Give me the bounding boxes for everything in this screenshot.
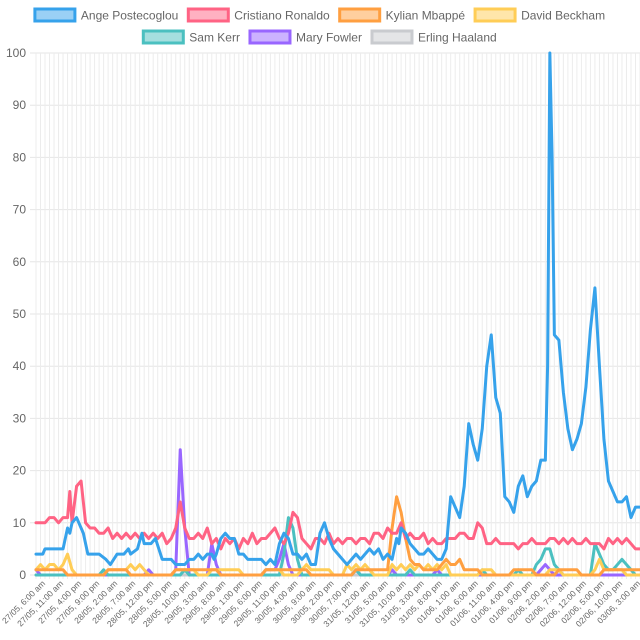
chart-series [34, 51, 640, 577]
legend-swatch [186, 7, 230, 23]
y-tick-label: 100 [6, 46, 26, 60]
legend-item[interactable]: Erling Haaland [370, 29, 497, 45]
legend-item[interactable]: Sam Kerr [141, 29, 240, 45]
series-line-ange-postecoglou [34, 51, 640, 567]
y-tick-label: 40 [13, 359, 27, 373]
y-tick-label: 0 [19, 568, 26, 582]
legend-item[interactable]: Ange Postecoglou [33, 7, 178, 23]
y-axis: 0 10 20 30 40 50 60 70 80 90 100 [6, 46, 26, 582]
chart-grid [30, 52, 640, 579]
legend-label: Cristiano Ronaldo [234, 9, 330, 23]
legend-swatch [248, 29, 292, 45]
legend-item[interactable]: Kylian Mbappé [338, 7, 466, 23]
legend-swatch [370, 29, 414, 45]
legend-item[interactable]: Cristiano Ronaldo [186, 7, 330, 23]
legend-swatch [338, 7, 382, 23]
legend-label: Ange Postecoglou [81, 9, 178, 23]
y-tick-label: 50 [13, 307, 27, 321]
y-tick-label: 70 [13, 203, 27, 217]
legend-swatch [141, 29, 185, 45]
series-line-kylian-mbapp- [34, 495, 640, 577]
y-tick-label: 90 [13, 98, 27, 112]
legend-label: Kylian Mbappé [386, 9, 466, 23]
y-tick-label: 10 [13, 516, 27, 530]
legend-swatch [33, 7, 77, 23]
legend-label: David Beckham [521, 9, 605, 23]
legend-label: Sam Kerr [189, 31, 240, 45]
legend-item[interactable]: Mary Fowler [248, 29, 362, 45]
legend-label: Erling Haaland [418, 31, 497, 45]
legend-item[interactable]: David Beckham [473, 7, 605, 23]
y-tick-label: 60 [13, 255, 27, 269]
series-line-cristiano-ronaldo [34, 479, 640, 551]
y-tick-label: 80 [13, 150, 27, 164]
y-tick-label: 20 [13, 464, 27, 478]
legend-label: Mary Fowler [296, 31, 362, 45]
legend-swatch [473, 7, 517, 23]
y-tick-label: 30 [13, 411, 27, 425]
chart-legend[interactable]: Ange Postecoglou Cristiano Ronaldo Kylian … [33, 7, 605, 45]
